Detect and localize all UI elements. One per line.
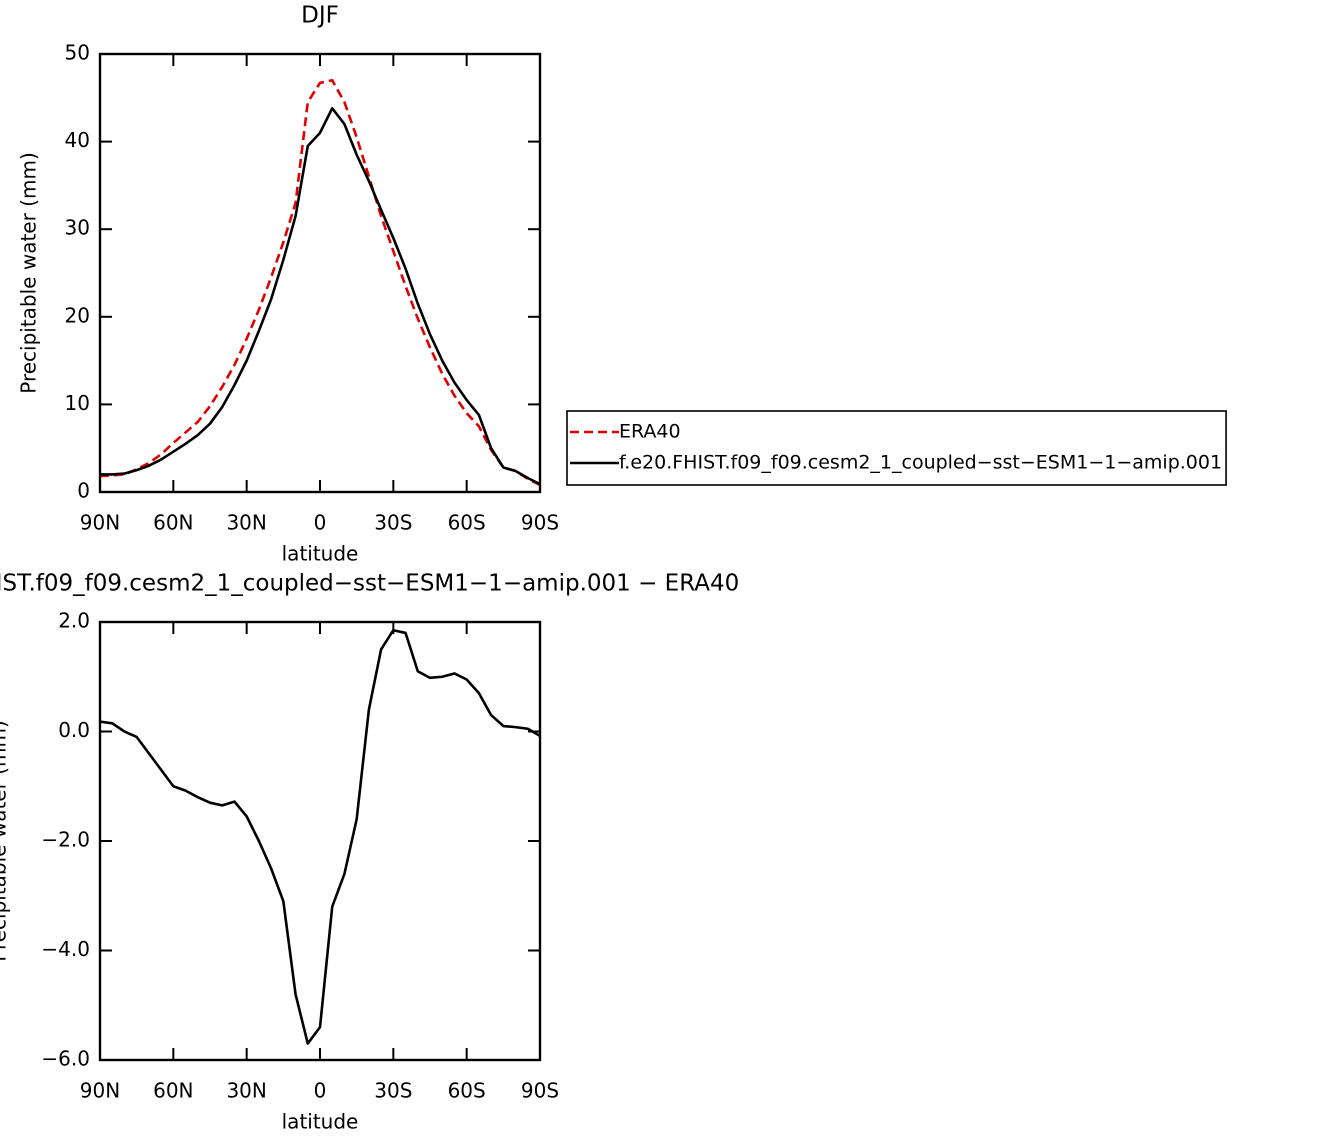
x-tick-label: 60N xyxy=(153,511,193,535)
y-tick-label: 10 xyxy=(65,391,90,415)
y-tick-label: −2.0 xyxy=(41,828,90,852)
x-tick-label: 60S xyxy=(448,511,486,535)
plot: DJF 0 10 20 30 40 50 90N 60N 30N 0 30S 60S 90S latitud… xyxy=(17,3,560,566)
y-tick-label: 50 xyxy=(65,41,90,65)
x-tick-label: 30S xyxy=(374,511,412,535)
x-tick-label: 30N xyxy=(226,1079,266,1103)
plot-frame xyxy=(98,620,542,1062)
y-tick-label: 20 xyxy=(65,303,90,327)
x-tick-label: 90N xyxy=(80,1079,120,1103)
y-tick-label: 40 xyxy=(65,128,90,152)
legend: ERA40 f.e20.FHIST.f09_f09.cesm2_1_coupled… xyxy=(566,410,1227,486)
legend-text: ERA40 xyxy=(619,421,681,443)
x-tick-label: 60N xyxy=(153,1079,193,1103)
y-axis-label: Precipitable water (mm) xyxy=(17,152,41,394)
chart-title: DJF xyxy=(301,3,339,29)
x-tick-label: 60S xyxy=(448,1079,486,1103)
y-tick-label: 30 xyxy=(65,216,90,240)
plot-frame xyxy=(98,52,542,494)
y-tick-label: −4.0 xyxy=(41,937,90,961)
y-axis-label: Precipitable water (mm) xyxy=(0,720,11,962)
y-tick-label: 0.0 xyxy=(58,718,90,742)
y-tick-label: 0 xyxy=(77,479,90,503)
data-line xyxy=(100,107,541,486)
plot: f.e20.FHIST.f09_f09.cesm2_1_coupled−sst−… xyxy=(0,571,739,1134)
x-tick-label: 30N xyxy=(226,511,266,535)
legend-box xyxy=(566,410,1227,486)
data-line xyxy=(99,628,541,1045)
x-tick-label: 30S xyxy=(374,1079,412,1103)
x-tick-label: 90S xyxy=(521,1079,559,1103)
x-tick-label: 0 xyxy=(314,1079,327,1103)
legend-text: f.e20.FHIST.f09_f09.cesm2_1_coupled−sst−… xyxy=(619,452,1222,474)
chart-title: f.e20.FHIST.f09_f09.cesm2_1_coupled−sst−… xyxy=(0,571,739,597)
x-tick-label: 90N xyxy=(80,511,120,535)
x-tick-label: 90S xyxy=(521,511,559,535)
x-tick-label: 0 xyxy=(314,511,327,535)
data-line xyxy=(99,78,541,487)
y-tick-label: −6.0 xyxy=(41,1047,90,1071)
y-tick-label: 2.0 xyxy=(58,609,90,633)
x-axis-label: latitude xyxy=(282,542,359,566)
x-axis-label: latitude xyxy=(282,1110,359,1134)
